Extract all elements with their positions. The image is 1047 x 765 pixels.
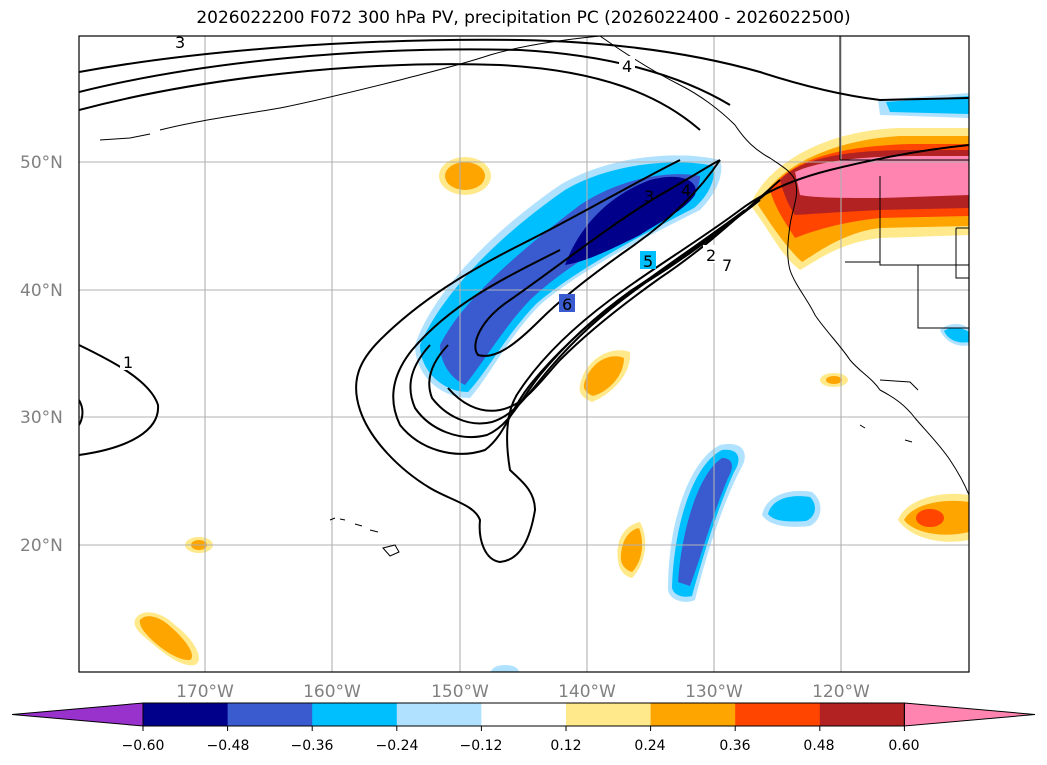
contour-label: 3 xyxy=(644,187,654,206)
colorbar-tick: −0.60 xyxy=(122,738,165,754)
map-title: 2026022200 F072 300 hPa PV, precipitatio… xyxy=(196,8,851,28)
colorbar-segment xyxy=(227,703,313,726)
colorbar-segment xyxy=(819,703,905,726)
map-frame xyxy=(78,35,970,673)
positive-anomaly-nw xyxy=(750,128,969,270)
colorbar-arrow-right xyxy=(903,702,1036,727)
contour-label: 1 xyxy=(123,353,133,372)
colorbar-segment xyxy=(650,703,736,726)
small-anomalies xyxy=(134,93,969,672)
colorbar-segment xyxy=(481,703,567,726)
map-area xyxy=(79,36,969,672)
contour-label: 6 xyxy=(562,295,572,314)
colorbar xyxy=(11,702,1036,731)
negative-anomaly-band xyxy=(415,155,722,398)
lon-label: 170°W xyxy=(176,682,234,702)
colorbar-segment xyxy=(143,703,229,726)
colorbar-tick: −0.24 xyxy=(376,738,419,754)
contour-label: 5 xyxy=(643,252,653,271)
colorbar-tick: 0.60 xyxy=(888,738,919,754)
lon-labels: 170°W 160°W 150°W 140°W 130°W 120°W xyxy=(176,682,870,702)
lon-label: 130°W xyxy=(685,682,743,702)
colorbar-tick: −0.12 xyxy=(460,738,503,754)
colorbar-segment xyxy=(396,703,482,726)
colorbar-tick: 0.12 xyxy=(550,738,581,754)
pv-contours xyxy=(79,38,969,564)
colorbar-segment xyxy=(312,703,398,726)
lat-label: 50°N xyxy=(20,153,63,173)
contour-label: 7 xyxy=(722,256,732,275)
contour-label: 2 xyxy=(706,246,716,265)
colorbar-tick: 0.24 xyxy=(634,738,665,754)
coastlines xyxy=(99,36,969,557)
lon-label: 120°W xyxy=(812,682,870,702)
contour-label: 4 xyxy=(622,57,632,76)
contour-label: 3 xyxy=(175,33,185,52)
contour-labels: 1 2 3 4 5 6 7 3 4 1 xyxy=(120,33,735,372)
colorbar-tick: −0.48 xyxy=(207,738,250,754)
lon-label: 140°W xyxy=(558,682,616,702)
colorbar-ticks: −0.60 −0.48 −0.36 −0.24 −0.12 0.12 0.24 … xyxy=(122,738,920,754)
lat-labels: 50°N 40°N 30°N 20°N xyxy=(20,153,63,556)
lat-label: 20°N xyxy=(20,536,63,556)
contour-label: 4 xyxy=(681,181,691,200)
colorbar-border xyxy=(142,702,905,727)
colorbar-tick: −0.36 xyxy=(291,738,334,754)
lon-label: 160°W xyxy=(303,682,361,702)
lat-label: 40°N xyxy=(20,281,63,301)
lat-label: 30°N xyxy=(20,408,63,428)
gridlines xyxy=(79,36,969,672)
colorbar-tick: 0.48 xyxy=(803,738,834,754)
colorbar-arrow-left xyxy=(11,702,144,727)
colorbar-tick: 0.36 xyxy=(719,738,750,754)
colorbar-segment xyxy=(566,703,652,726)
lon-label: 150°W xyxy=(431,682,489,702)
colorbar-segment xyxy=(735,703,821,726)
